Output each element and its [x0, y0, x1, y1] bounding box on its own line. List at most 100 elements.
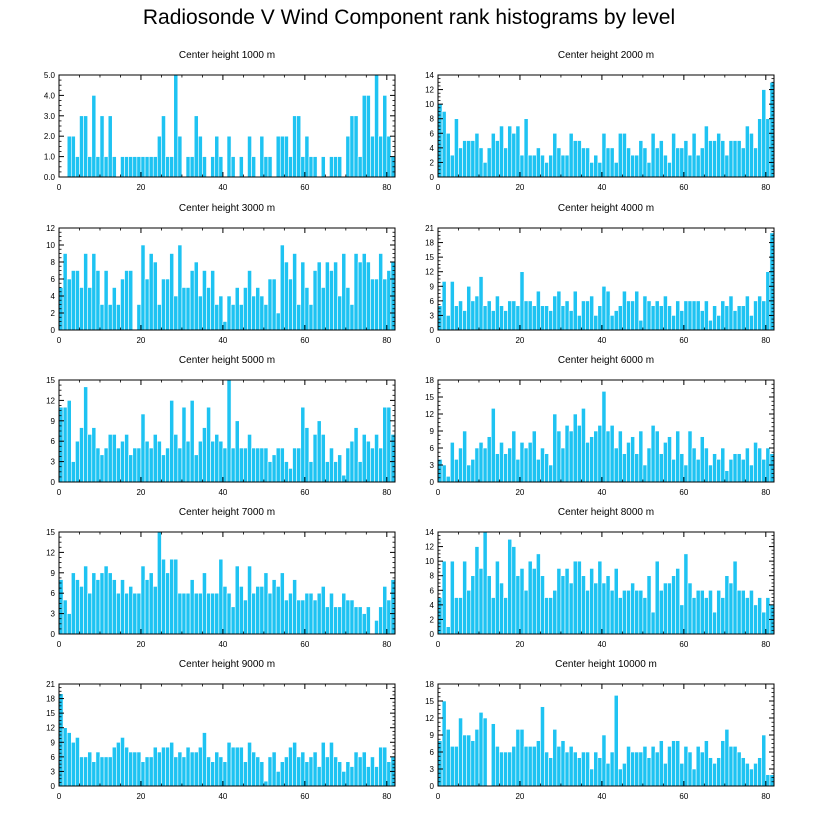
bar	[275, 771, 281, 787]
bar	[617, 430, 623, 483]
bar	[210, 270, 216, 331]
y-tick-label: 6	[51, 275, 56, 284]
panel-2: Center height 2000 m 0 2 4 6 8 10 12 14 0 20 40 60 80	[425, 50, 775, 192]
bar	[597, 757, 603, 787]
bar	[353, 606, 359, 635]
bar	[58, 406, 64, 483]
bar	[83, 565, 88, 635]
bar	[198, 295, 203, 331]
bar	[449, 746, 455, 787]
bar	[445, 132, 451, 178]
bar	[202, 156, 207, 178]
bar	[75, 579, 80, 635]
bar	[699, 436, 705, 483]
bar	[230, 746, 236, 787]
bar	[482, 447, 488, 483]
bar	[601, 285, 607, 331]
bar	[238, 304, 244, 331]
bar	[234, 420, 240, 483]
bar	[222, 447, 228, 483]
bar	[634, 154, 640, 178]
bar	[536, 147, 541, 178]
bar	[169, 400, 175, 483]
bar	[312, 156, 318, 178]
bar	[470, 300, 476, 331]
bar	[630, 582, 635, 635]
bar	[83, 386, 88, 483]
bar	[511, 300, 517, 331]
bar	[161, 454, 166, 483]
bar	[753, 604, 758, 635]
bar	[329, 156, 334, 178]
figure-title: Radiosonde V Wind Component rank histogr…	[142, 6, 676, 29]
bar	[210, 592, 216, 635]
bar	[667, 436, 672, 483]
bar	[740, 589, 746, 635]
bar	[226, 741, 232, 787]
bar	[370, 278, 375, 331]
bar	[544, 751, 549, 787]
bar	[169, 741, 175, 787]
bar	[499, 751, 504, 787]
bar	[337, 454, 343, 483]
bar	[560, 447, 566, 483]
x-tick-label: 20	[515, 488, 524, 497]
bar	[695, 300, 701, 331]
bar	[349, 440, 355, 483]
panel-title: Center height 7000 m	[179, 507, 275, 518]
bar	[634, 589, 640, 635]
bar	[144, 278, 150, 331]
bar	[378, 606, 384, 635]
bar	[193, 751, 199, 787]
bar	[753, 147, 758, 178]
bar	[581, 147, 586, 178]
bar	[288, 468, 293, 483]
bar	[732, 140, 738, 178]
bar	[161, 558, 166, 635]
bar	[519, 154, 525, 178]
bar	[642, 295, 648, 331]
bar	[333, 461, 338, 483]
bar	[695, 589, 701, 635]
bar	[181, 287, 187, 331]
bar	[370, 135, 375, 178]
bar	[441, 111, 447, 178]
bar	[486, 300, 492, 331]
panel-6: Center height 6000 m 0 3 6 9 12 15 18 0 20 40 60 80	[425, 355, 775, 497]
bar	[107, 304, 113, 331]
panel-title: Center height 9000 m	[179, 659, 275, 670]
bar	[140, 565, 146, 635]
bar	[613, 695, 619, 787]
bar	[695, 459, 701, 483]
bar	[107, 434, 113, 483]
bar	[531, 568, 537, 635]
bar	[361, 751, 367, 787]
bar	[704, 125, 709, 178]
bar	[732, 310, 738, 331]
bar	[609, 425, 615, 483]
bar	[654, 751, 660, 787]
bar	[589, 768, 595, 787]
x-tick-label: 60	[300, 183, 309, 192]
bar	[238, 586, 244, 635]
bar	[577, 315, 582, 331]
bar	[66, 400, 72, 483]
bar	[720, 740, 726, 787]
bar	[120, 278, 125, 331]
bar	[613, 162, 619, 178]
x-tick-label: 60	[679, 183, 688, 192]
bar	[490, 132, 496, 178]
bar	[593, 154, 599, 178]
bar	[577, 757, 582, 787]
bar	[325, 756, 330, 787]
bar	[482, 717, 488, 787]
bar	[198, 746, 203, 787]
x-tick-label: 20	[515, 792, 524, 801]
bar	[663, 442, 668, 483]
bar	[511, 132, 517, 178]
bar	[626, 147, 631, 178]
bar	[337, 761, 343, 787]
bar	[353, 115, 359, 178]
bar	[593, 751, 599, 787]
x-tick-label: 20	[136, 640, 145, 649]
